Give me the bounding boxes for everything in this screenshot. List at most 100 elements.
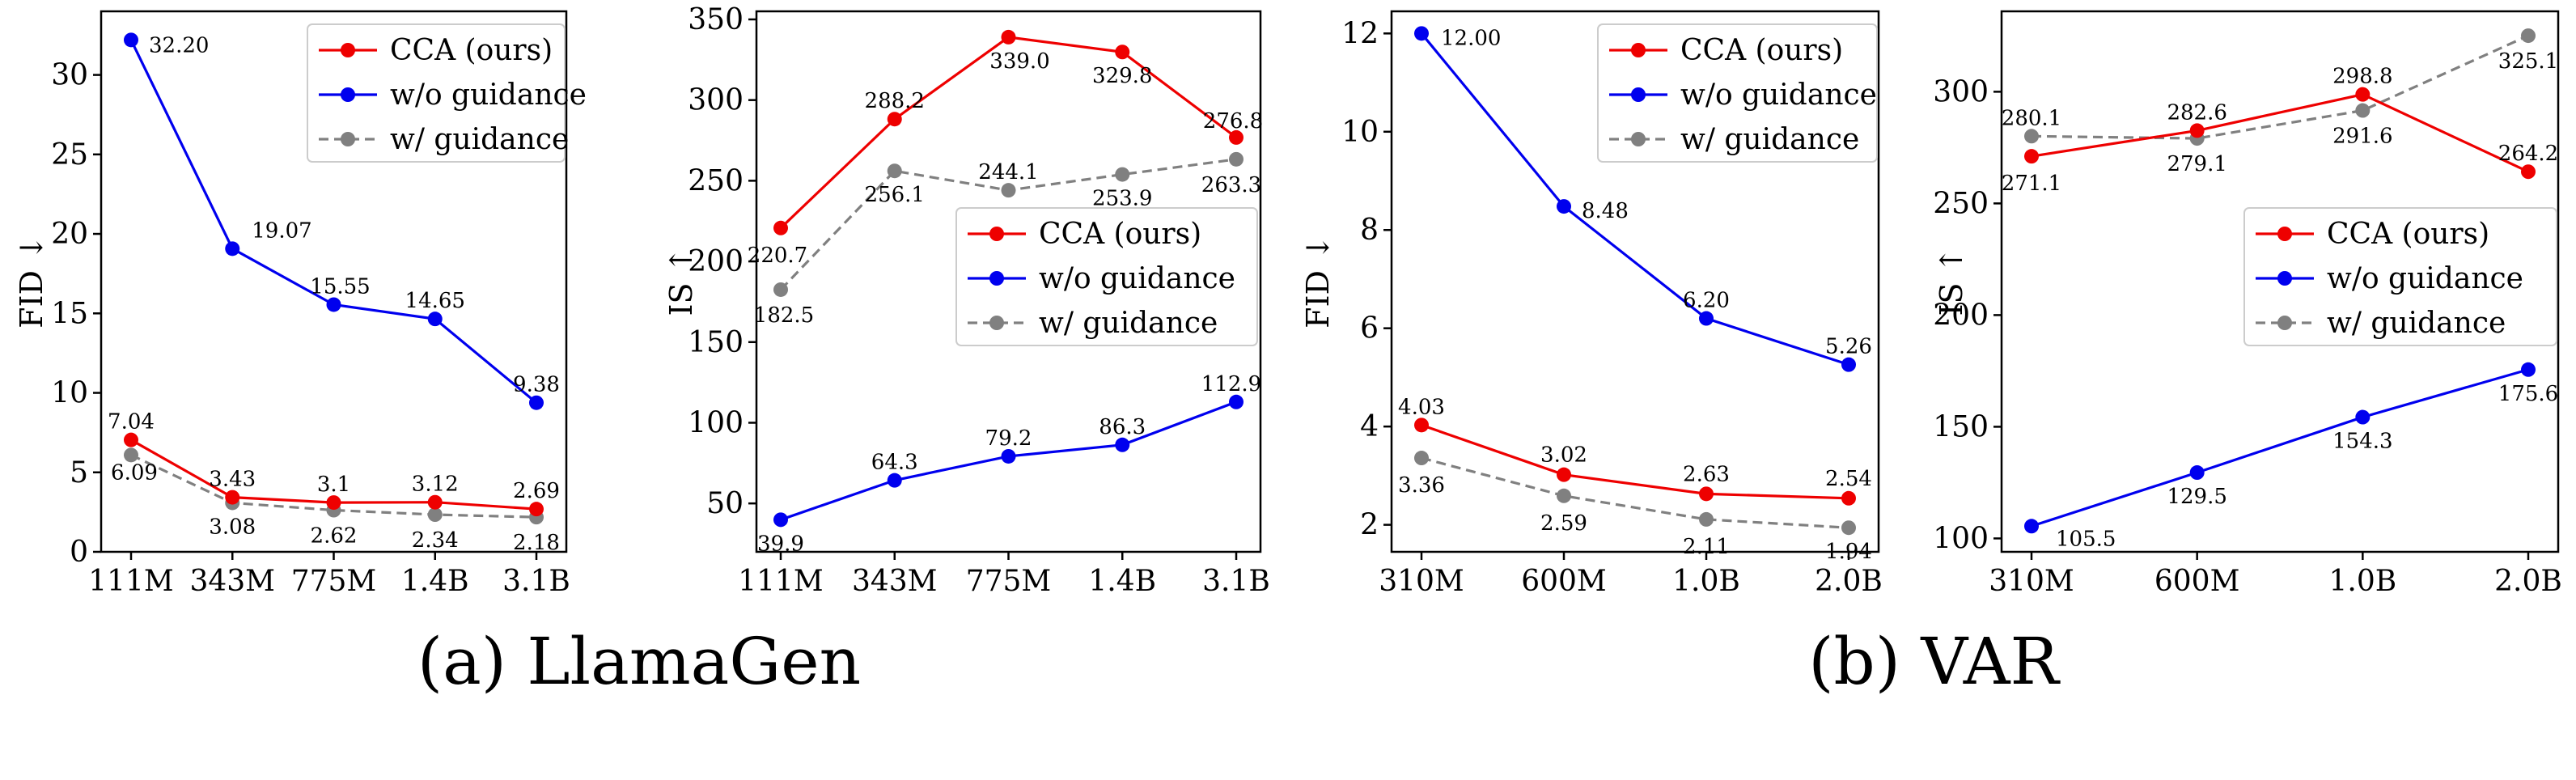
data-point — [1414, 451, 1429, 466]
data-label: 3.02 — [1540, 443, 1587, 468]
y-tick-label: 8 — [1360, 214, 1379, 247]
data-point — [887, 112, 902, 127]
data-point — [225, 490, 240, 505]
y-axis-label: IS ↑ — [663, 248, 699, 316]
data-point — [1414, 418, 1429, 433]
data-label: 2.69 — [513, 479, 560, 503]
y-tick-label: 100 — [1933, 522, 1989, 555]
data-point — [529, 395, 544, 410]
data-label: 15.55 — [310, 274, 370, 299]
data-label: 263.3 — [1201, 173, 1261, 197]
series-line — [2031, 368, 2529, 528]
y-tick-label: 200 — [1933, 299, 1989, 332]
data-label: 5.26 — [1825, 335, 1872, 359]
y-tick-label: 100 — [688, 406, 744, 439]
caption-var: (b) VAR — [1808, 624, 2061, 699]
data-point — [887, 163, 902, 179]
y-tick-label: 10 — [1341, 116, 1379, 149]
x-tick-label: 343M — [189, 565, 275, 598]
llamagen-is-chart: 50 100 150 200 250 300 350 111M 343M 775M 1.4B 3.1B… — [663, 3, 1270, 598]
y-tick-label: 4 — [1360, 410, 1379, 443]
legend-box — [955, 207, 1258, 346]
data-label: 325.1 — [2498, 49, 2558, 74]
data-point — [1699, 511, 1714, 527]
x-tick-label: 343M — [852, 565, 938, 598]
data-point — [1115, 437, 1130, 452]
caption-llamagen: (a) LlamaGen — [417, 624, 861, 699]
data-label: 288.2 — [865, 89, 925, 113]
data-point — [124, 432, 138, 447]
data-point — [2521, 28, 2536, 44]
series-line — [2031, 93, 2529, 173]
data-label: 3.43 — [209, 468, 256, 492]
data-point — [1699, 311, 1714, 326]
data-label: 276.8 — [1203, 109, 1263, 134]
series-line — [1420, 32, 1849, 367]
data-label: 3.36 — [1398, 473, 1445, 498]
x-tick-label: 1.0B — [1672, 565, 1740, 598]
data-label: 7.04 — [108, 410, 155, 435]
var-is-chart: 100 150 200 250 300 310M 600M 1.0B 2.0B IS ↑ 271.1… — [1933, 10, 2562, 598]
data-label: 3.1 — [317, 473, 350, 497]
data-point — [1001, 183, 1016, 198]
data-label: 8.48 — [1582, 199, 1629, 223]
data-point — [326, 495, 341, 511]
data-label: 9.38 — [513, 373, 560, 397]
y-axis-label: FID ↓ — [14, 235, 49, 329]
data-label: 2.63 — [1683, 462, 1730, 486]
y-tick-label: 2 — [1360, 509, 1379, 542]
data-point — [2024, 149, 2039, 164]
data-label: 1.94 — [1825, 540, 1872, 564]
data-label: 12.00 — [1441, 26, 1501, 50]
data-point — [1001, 29, 1016, 45]
series-line — [2031, 34, 2529, 140]
plot-frame — [1390, 10, 1880, 553]
y-tick-label: 10 — [51, 377, 88, 410]
legend-box — [307, 23, 566, 163]
x-tick-label: 310M — [1989, 565, 2074, 598]
data-point — [773, 282, 788, 297]
x-tick-label: 775M — [291, 565, 377, 598]
x-tick-label: 310M — [1379, 565, 1464, 598]
y-tick-label: 12 — [1341, 17, 1379, 50]
data-point — [2024, 129, 2039, 144]
data-label: 79.2 — [985, 426, 1032, 451]
data-label: 2.59 — [1540, 511, 1587, 536]
legend-label: CCA (ours) — [1039, 218, 1201, 251]
data-point — [2024, 519, 2039, 534]
data-point — [773, 220, 788, 235]
y-axis-label: FID ↓ — [1300, 235, 1336, 329]
data-label: 129.5 — [2167, 485, 2226, 509]
legend-label: CCA (ours) — [1680, 34, 1843, 67]
y-tick-label: 50 — [706, 487, 744, 520]
legend-label: w/o guidance — [1039, 262, 1235, 295]
legend-label: w/ guidance — [1039, 307, 1218, 340]
data-label: 2.54 — [1825, 467, 1872, 491]
data-point — [529, 502, 544, 517]
x-tick-label: 2.0B — [2494, 565, 2562, 598]
data-point — [2355, 409, 2371, 425]
data-point — [124, 32, 138, 48]
legend-marker — [989, 271, 1004, 286]
x-tick-label: 111M — [88, 565, 174, 598]
data-point — [887, 473, 902, 488]
legend-marker — [1631, 132, 1646, 146]
data-label: 244.1 — [978, 160, 1038, 184]
y-tick-label: 0 — [70, 536, 88, 569]
data-label: 220.7 — [748, 244, 807, 268]
x-tick-label: 2.0B — [1815, 565, 1883, 598]
y-tick-label: 150 — [1933, 410, 1989, 443]
y-tick-label: 350 — [688, 3, 744, 36]
data-point — [1841, 357, 1856, 372]
data-label: 154.3 — [2332, 430, 2392, 454]
data-label: 19.07 — [252, 218, 311, 243]
x-tick-label: 1.4B — [401, 565, 469, 598]
data-label: 3.12 — [412, 473, 459, 497]
llamagen-fid-chart: 0 5 10 15 20 25 30 111M 343M 775M 1.4B 3.1B FID ↓ 7.0… — [14, 10, 587, 598]
data-point — [124, 447, 138, 463]
legend-marker — [989, 227, 1004, 241]
series-line — [1421, 456, 1849, 529]
y-tick-label: 6 — [1360, 312, 1379, 345]
legend-label: w/o guidance — [2327, 262, 2523, 295]
